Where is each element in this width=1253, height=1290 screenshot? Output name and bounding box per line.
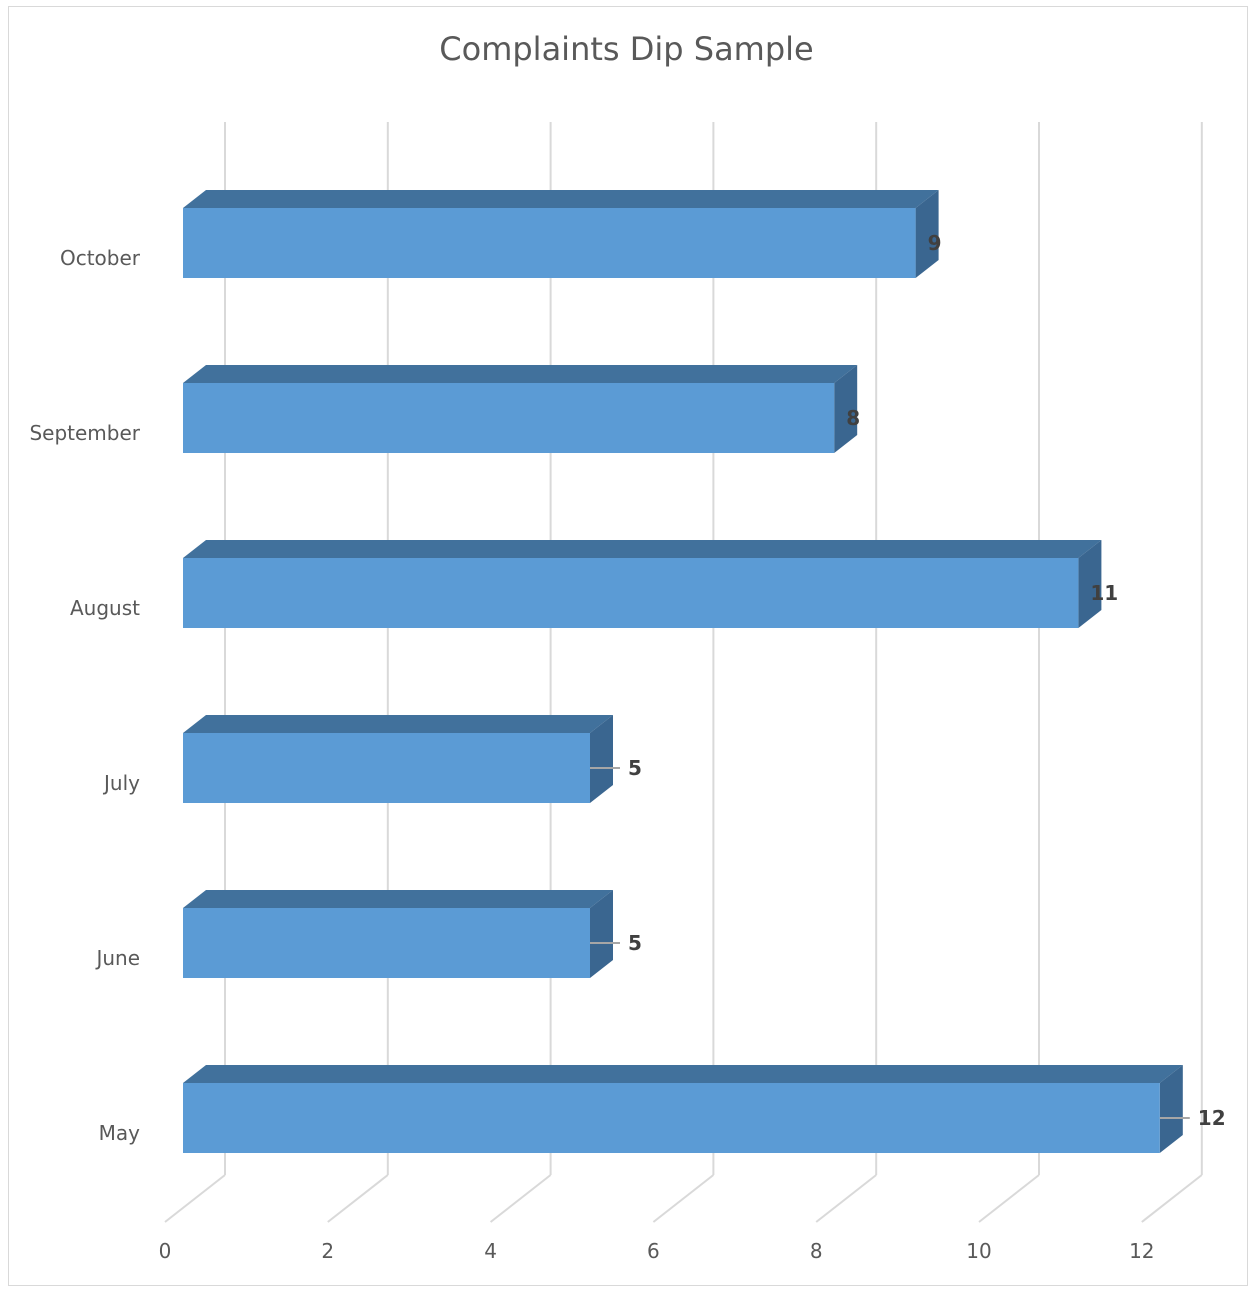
category-label-september: September — [29, 421, 140, 445]
bar-side-face — [590, 890, 613, 978]
bar-front-face — [183, 558, 1079, 628]
category-label-june: June — [94, 946, 140, 970]
bar-front-face — [183, 383, 835, 453]
floor-gridline-2 — [327, 1174, 389, 1223]
data-label-may: 12 — [1198, 1106, 1226, 1130]
floor-gridline-8 — [815, 1174, 877, 1223]
floor-gridline-6 — [652, 1174, 715, 1223]
floor-gridline-12 — [1141, 1174, 1203, 1223]
y-axis-category-labels: May June July August September October — [29, 246, 140, 1145]
x-tick-label: 6 — [647, 1239, 660, 1263]
bar-side-face — [915, 190, 939, 278]
bar-september — [183, 365, 858, 453]
bar-may — [183, 1065, 1183, 1153]
bar-top-face — [183, 890, 613, 908]
bars — [183, 190, 1183, 1153]
bar-front-face — [183, 733, 590, 803]
bar-top-face — [183, 1065, 1183, 1083]
bar-top-face — [183, 190, 939, 208]
floor-gridline-4 — [489, 1174, 552, 1223]
data-label-september: 8 — [846, 406, 860, 430]
data-labels: 12 5 5 11 8 9 — [590, 231, 1226, 1130]
bar-side-face — [834, 365, 858, 453]
bar-side-face — [1159, 1065, 1183, 1153]
x-tick-label: 8 — [810, 1239, 823, 1263]
x-axis-tick-labels: 0 2 4 6 8 10 12 — [159, 1239, 1155, 1263]
bar-top-face — [183, 715, 613, 733]
category-label-october: October — [60, 246, 141, 270]
floor-gridline-0 — [164, 1174, 226, 1223]
category-label-may: May — [99, 1121, 141, 1145]
floor-gridline-10 — [978, 1174, 1040, 1223]
bar-front-face — [183, 1083, 1160, 1153]
bar-front-face — [183, 208, 916, 278]
bar-side-face — [590, 715, 613, 803]
bar-side-face — [1078, 540, 1102, 628]
x-tick-label: 0 — [159, 1239, 172, 1263]
bar-front-face — [183, 908, 590, 978]
chart-title: Complaints Dip Sample — [439, 30, 814, 68]
category-label-august: August — [70, 596, 140, 620]
category-label-july: July — [102, 771, 140, 795]
gridlines — [164, 122, 1203, 1223]
bar-october — [183, 190, 939, 278]
x-tick-label: 10 — [966, 1239, 991, 1263]
bar-top-face — [183, 540, 1102, 558]
data-label-october: 9 — [928, 231, 942, 255]
x-tick-label: 12 — [1129, 1239, 1154, 1263]
bar-august — [183, 540, 1102, 628]
x-tick-label: 2 — [321, 1239, 334, 1263]
x-tick-label: 4 — [484, 1239, 497, 1263]
bar-july — [183, 715, 613, 803]
bar-june — [183, 890, 613, 978]
bar-top-face — [183, 365, 858, 383]
data-label-june: 5 — [628, 931, 642, 955]
data-label-august: 11 — [1090, 581, 1118, 605]
data-label-july: 5 — [628, 756, 642, 780]
